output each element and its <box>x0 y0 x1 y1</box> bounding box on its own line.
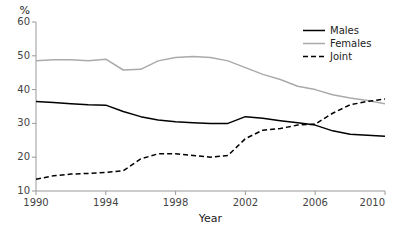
legend: Males Females Joint <box>303 25 371 62</box>
x-tick-label: 1994 <box>93 197 118 208</box>
y-tick <box>32 22 36 23</box>
lines <box>36 56 385 179</box>
x-tick-label: 1998 <box>163 197 188 208</box>
x-tick <box>105 191 106 195</box>
x-axis-line <box>36 191 385 192</box>
x-tick-label: 1990 <box>23 197 48 208</box>
y-axis-label: % <box>20 4 30 17</box>
legend-swatch <box>303 56 325 58</box>
y-tick <box>32 55 36 56</box>
legend-swatch <box>303 30 325 32</box>
y-tick-label: 10 <box>17 185 30 196</box>
y-tick-label: 40 <box>17 84 30 95</box>
series-line <box>36 101 385 136</box>
y-tick <box>32 191 36 192</box>
x-tick <box>385 191 386 195</box>
axes: 10 20 30 40 50 60 1990 1994 1998 2002 2006 2010 <box>17 16 385 208</box>
y-tick <box>32 123 36 124</box>
x-tick-label: 2006 <box>302 197 327 208</box>
legend-label: Females <box>330 38 371 49</box>
y-tick-label: 60 <box>17 16 30 27</box>
y-tick-label: 50 <box>17 50 30 61</box>
legend-swatch <box>303 43 325 45</box>
x-tick <box>245 191 246 195</box>
series-line <box>36 99 385 179</box>
x-tick-label: 2010 <box>360 197 385 208</box>
x-tick <box>175 191 176 195</box>
x-axis-label: Year <box>198 212 223 225</box>
y-tick-label: 20 <box>17 151 30 162</box>
chart: 10 20 30 40 50 60 1990 1994 1998 2002 2006 2010 Year… <box>0 0 397 227</box>
x-tick <box>315 191 316 195</box>
y-axis-line <box>36 22 37 191</box>
y-tick <box>32 157 36 158</box>
legend-label: Joint <box>329 51 352 62</box>
series-line <box>36 56 385 103</box>
y-tick-label: 30 <box>17 117 30 128</box>
y-tick <box>32 89 36 90</box>
x-tick <box>36 191 37 195</box>
x-tick-label: 2002 <box>233 197 258 208</box>
legend-label: Males <box>330 25 359 36</box>
